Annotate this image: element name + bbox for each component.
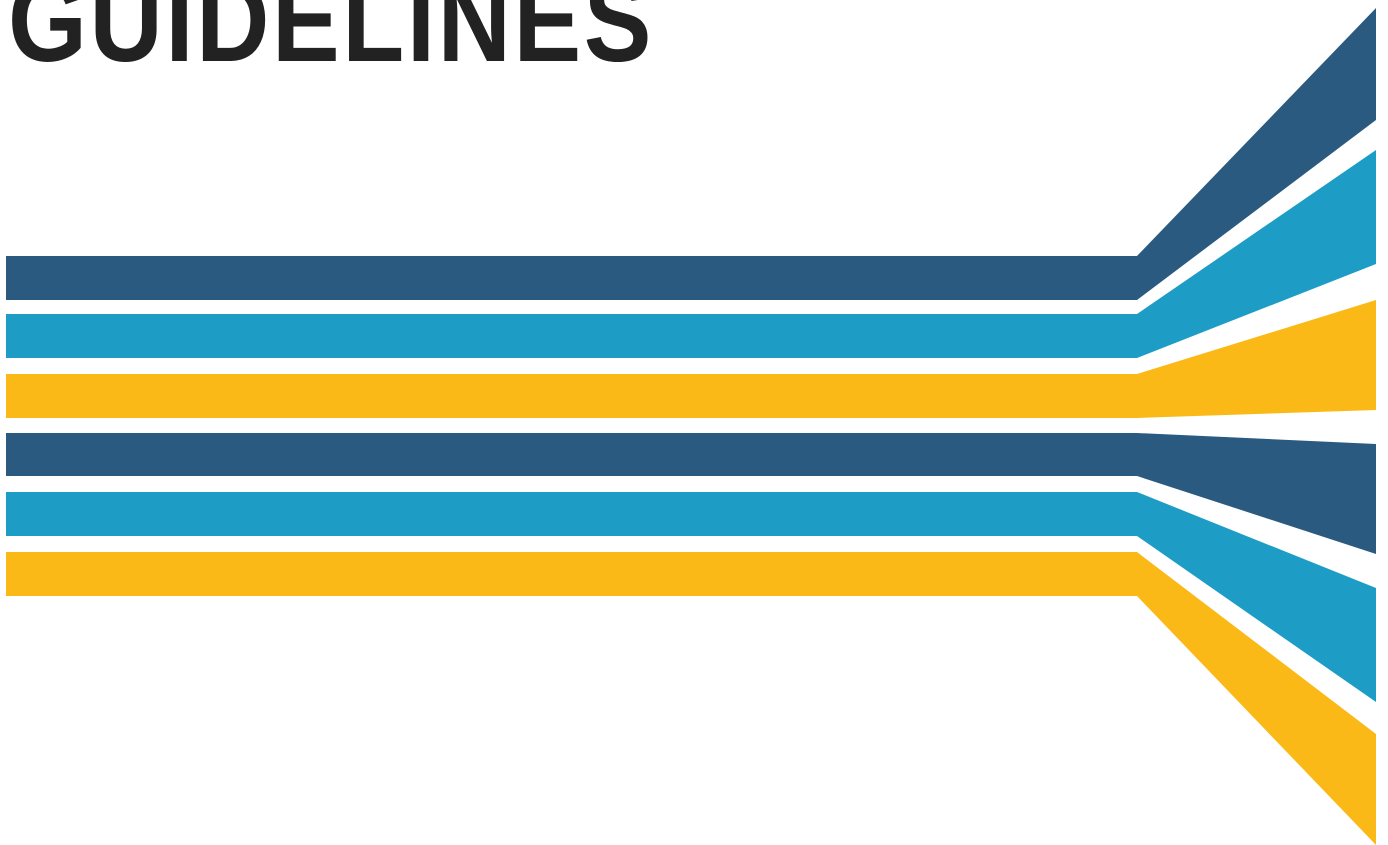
page-title: GUIDELINES xyxy=(8,0,655,87)
stripe-navy-2 xyxy=(6,433,1376,554)
stripe-gold-1 xyxy=(6,300,1376,418)
stripe-gold-2 xyxy=(6,552,1376,845)
stripe-teal-2 xyxy=(6,492,1376,702)
stripe-teal-1 xyxy=(6,150,1376,358)
stripe-navy-1 xyxy=(6,8,1376,300)
